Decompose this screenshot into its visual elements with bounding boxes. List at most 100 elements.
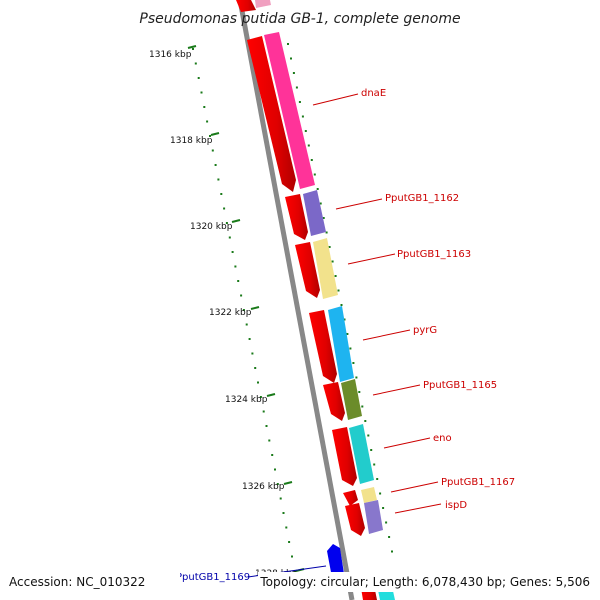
- minor-tick: [352, 362, 355, 364]
- minor-tick: [346, 333, 349, 335]
- minor-tick: [265, 425, 268, 427]
- leader-line-eno: [383, 437, 431, 449]
- leader-line-pyrG: [362, 329, 411, 341]
- tick-mark-major: [266, 393, 276, 397]
- gene-arrow-dnaE[interactable]: [264, 32, 315, 189]
- gene-label-PputGB1_1167[interactable]: PputGB1_1167: [441, 477, 515, 488]
- minor-tick: [240, 294, 243, 297]
- leader-line-dnaE: [312, 93, 359, 106]
- minor-tick: [257, 381, 259, 384]
- minor-tick: [245, 323, 248, 326]
- minor-tick: [364, 420, 367, 422]
- gene-arrow-PputGB1_1167[interactable]: [361, 487, 377, 503]
- minor-tick: [223, 207, 226, 210]
- minor-tick: [301, 115, 304, 118]
- minor-tick: [279, 497, 282, 500]
- minor-tick: [209, 135, 211, 137]
- tick-label: 1316 kbp: [149, 50, 192, 60]
- minor-tick: [340, 304, 343, 306]
- minor-tick: [194, 62, 197, 65]
- leader-line-PputGB1_1162: [335, 198, 383, 210]
- minor-tick: [211, 149, 214, 152]
- gene-label-eno[interactable]: eno: [433, 433, 452, 444]
- minor-tick: [310, 159, 313, 161]
- minor-tick: [334, 275, 337, 277]
- minor-tick: [234, 265, 237, 268]
- minor-tick: [282, 512, 285, 514]
- tick-mark-major: [231, 219, 241, 223]
- tick-label: 1322 kbp: [209, 308, 252, 318]
- gene-arrow-eno[interactable]: [349, 424, 374, 484]
- gene-arrow-1165-strand[interactable]: [323, 382, 345, 421]
- minor-tick: [231, 251, 234, 253]
- gene-arrow-ispD-strand[interactable]: [345, 503, 365, 536]
- leader-line-PputGB1_1167: [390, 481, 439, 493]
- gene-label-ispD[interactable]: ispD: [445, 500, 467, 511]
- minor-tick: [355, 376, 358, 379]
- gene-arrow-PputGB1_1165[interactable]: [341, 379, 362, 420]
- minor-tick: [304, 130, 307, 132]
- minor-tick-marks: [192, 43, 393, 587]
- tick-marks: [187, 45, 305, 572]
- minor-tick: [292, 72, 295, 74]
- gene-arrow-dnaE-strand[interactable]: [247, 36, 296, 192]
- minor-tick: [225, 222, 228, 224]
- minor-tick: [328, 246, 331, 248]
- tick-label: 1320 kbp: [190, 222, 233, 232]
- minor-tick: [370, 449, 373, 451]
- genome-backbone: [237, 0, 355, 600]
- minor-tick: [262, 410, 265, 413]
- minor-tick: [388, 536, 391, 538]
- minor-tick: [367, 434, 370, 437]
- minor-tick: [288, 541, 291, 543]
- gene-label-PputGB1_1163[interactable]: PputGB1_1163: [397, 249, 471, 260]
- gene-arrow-PputGB1_1162[interactable]: [303, 190, 326, 236]
- gene-arrow-1162-strand[interactable]: [285, 194, 308, 240]
- minor-tick: [271, 454, 274, 456]
- gene-arrow-PputGB1_1163[interactable]: [313, 238, 338, 299]
- minor-tick: [337, 289, 340, 292]
- gene-arrow-1167-strand[interactable]: [343, 490, 358, 506]
- minor-tick: [307, 144, 310, 147]
- minor-tick: [382, 507, 385, 509]
- minor-tick: [214, 164, 217, 166]
- gene-arrow-eno-strand[interactable]: [332, 427, 357, 486]
- minor-tick: [276, 483, 279, 485]
- leader-line-PputGB1_1163: [347, 253, 396, 265]
- minor-tick: [217, 178, 220, 181]
- tick-mark-major: [210, 132, 220, 136]
- tick-mark-major: [187, 45, 197, 49]
- footer-background: [258, 572, 600, 592]
- minor-tick: [385, 521, 388, 524]
- minor-tick: [274, 468, 276, 471]
- gene-label-pyrG[interactable]: pyrG: [413, 325, 437, 336]
- gene-label-PputGB1_1162[interactable]: PputGB1_1162: [385, 193, 459, 204]
- minor-tick: [343, 318, 346, 321]
- minor-tick: [251, 352, 254, 355]
- gene-label-PputGB1_1165[interactable]: PputGB1_1165: [423, 380, 497, 391]
- gene-arrow-pyrG-strand[interactable]: [309, 310, 337, 383]
- gene-arrow-ispD[interactable]: [364, 500, 383, 534]
- minor-tick: [293, 570, 296, 572]
- tick-label: 1324 kbp: [225, 395, 268, 405]
- minor-tick: [197, 77, 200, 79]
- leader-line-ispD: [394, 503, 442, 514]
- minor-tick: [203, 106, 206, 108]
- tick-mark-major: [283, 481, 293, 485]
- tick-label: 1318 kbp: [170, 136, 213, 146]
- minor-tick: [285, 526, 288, 529]
- minor-tick: [287, 43, 289, 45]
- gene-arrow-dnaE[interactable]: [255, 0, 271, 8]
- gene-arrow-pyrG[interactable]: [328, 306, 354, 382]
- gene-arrow-dnaE-strand[interactable]: [236, 0, 256, 12]
- minor-tick: [373, 463, 376, 466]
- minor-tick: [349, 347, 352, 350]
- gene-label-PputGB1_1169[interactable]: PputGB1_1169: [176, 572, 250, 583]
- minor-tick: [254, 367, 257, 369]
- gene-label-dnaE[interactable]: dnaE: [361, 88, 386, 99]
- minor-tick: [376, 478, 379, 480]
- minor-tick: [379, 492, 382, 495]
- gene-arrow-1163-strand[interactable]: [295, 242, 320, 298]
- leader-line-PputGB1_1165: [372, 384, 421, 396]
